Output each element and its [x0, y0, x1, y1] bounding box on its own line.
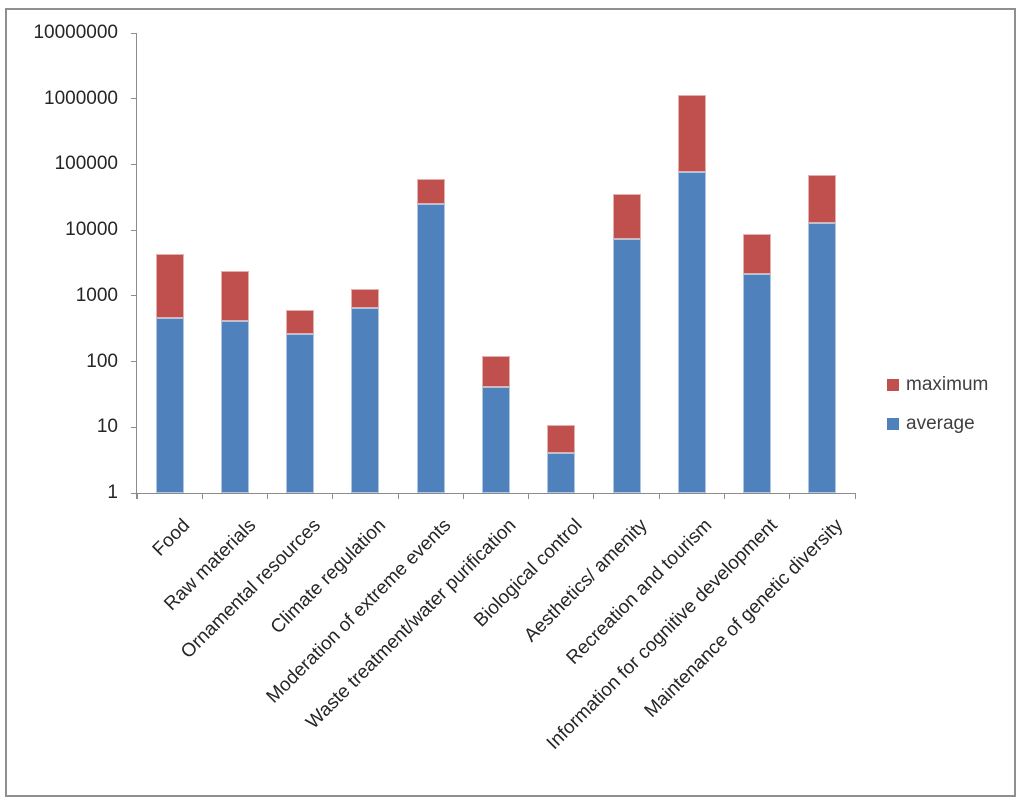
- chart-frame: Food Raw materials Ornamental resources Cli…: [5, 8, 1016, 797]
- bar-average-segment: [286, 334, 315, 493]
- y-tick-label: 100: [86, 350, 118, 372]
- category-label: Information for cognitive development: [543, 515, 782, 754]
- y-tick-mark: [131, 295, 137, 297]
- x-tick-mark: [658, 493, 660, 499]
- bar-maximum-segment: [155, 254, 184, 318]
- x-tick-mark: [397, 493, 399, 499]
- y-tick-mark: [131, 426, 137, 428]
- y-tick-mark: [131, 229, 137, 231]
- bar-maximum-segment: [220, 270, 249, 321]
- legend-item-maximum: maximum: [887, 374, 988, 396]
- y-tick-mark: [131, 361, 137, 363]
- category-label: Climate regulation: [267, 515, 391, 639]
- legend-label-maximum: maximum: [906, 374, 989, 395]
- bar-average-segment: [155, 318, 184, 493]
- x-tick-mark: [854, 493, 856, 499]
- bar-maximum-segment: [351, 289, 380, 309]
- y-tick-label: 1: [107, 482, 118, 503]
- x-tick-mark: [789, 493, 791, 499]
- bar-maximum-segment: [482, 356, 510, 387]
- y-tick-label: 1000000: [44, 87, 118, 109]
- bar-average-segment: [482, 387, 510, 493]
- legend-swatch-average: [887, 418, 899, 430]
- legend-item-average: average: [887, 413, 988, 435]
- bar-maximum-segment: [416, 179, 445, 204]
- y-tick-mark: [131, 163, 137, 165]
- y-tick-label: 10000000: [33, 22, 118, 43]
- x-tick-mark: [136, 493, 138, 499]
- x-tick-mark: [201, 493, 203, 499]
- bar-maximum-segment: [677, 94, 706, 172]
- y-axis-line: [136, 33, 137, 499]
- y-tick-label: 10: [96, 416, 118, 438]
- bar-average-segment: [743, 274, 772, 493]
- bar-average-segment: [351, 308, 380, 493]
- x-tick-mark: [723, 493, 725, 499]
- y-tick-mark: [131, 492, 137, 494]
- y-tick-mark: [131, 98, 137, 100]
- y-tick-label: 1000: [75, 284, 118, 306]
- bar-maximum-segment: [286, 309, 315, 335]
- y-tick-label: 100000: [54, 153, 118, 175]
- y-tick-label: 10000: [65, 219, 118, 241]
- plot-area: Food Raw materials Ornamental resources Cli…: [7, 10, 1014, 795]
- bar-maximum-segment: [547, 424, 576, 454]
- bar-average-segment: [677, 171, 706, 493]
- x-tick-mark: [528, 493, 530, 499]
- x-tick-mark: [593, 493, 595, 499]
- bar-average-segment: [416, 203, 445, 493]
- bar-average-segment: [220, 320, 249, 493]
- category-label: Food: [149, 515, 195, 561]
- x-tick-mark: [332, 493, 334, 499]
- legend-swatch-maximum: [887, 379, 899, 391]
- x-tick-mark: [462, 493, 464, 499]
- bar-average-segment: [808, 222, 837, 493]
- bar-maximum-segment: [743, 234, 772, 274]
- bar-maximum-segment: [808, 174, 837, 223]
- x-axis-line: [136, 493, 855, 494]
- legend-label-average: average: [906, 413, 975, 434]
- bar-average-segment: [547, 453, 576, 493]
- legend: maximum average: [887, 374, 988, 452]
- x-tick-mark: [267, 493, 269, 499]
- category-label: Aesthetics/ amenity: [520, 515, 652, 647]
- bar-maximum-segment: [612, 194, 641, 240]
- bar-average-segment: [612, 239, 641, 493]
- y-tick-mark: [131, 32, 137, 34]
